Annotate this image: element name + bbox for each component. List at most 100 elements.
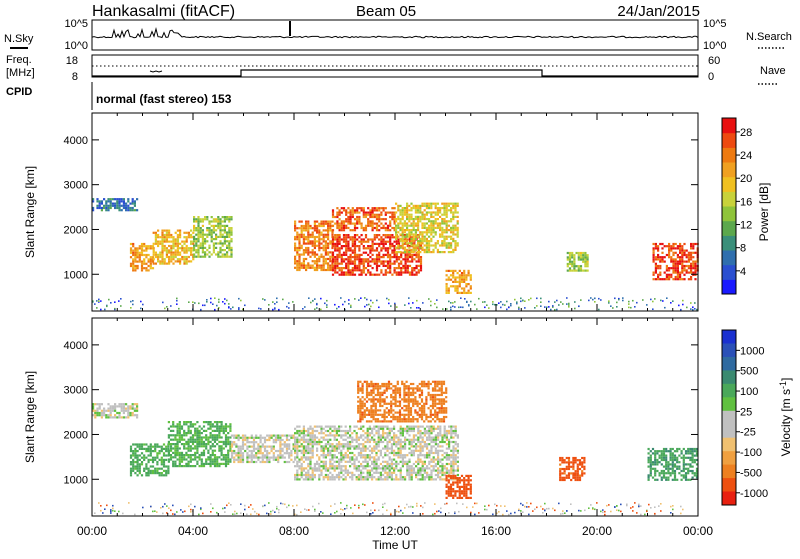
velocity-cell — [411, 470, 413, 472]
velocity-cell — [196, 450, 198, 452]
velocity-cell — [340, 467, 342, 469]
power-cell — [385, 271, 387, 273]
power-cell — [118, 207, 120, 209]
power-cell — [675, 265, 677, 267]
power-cell — [177, 254, 179, 256]
velocity-cell — [345, 472, 347, 474]
power-cell — [327, 258, 329, 260]
power-cell — [400, 263, 402, 265]
power-ground-cell — [552, 305, 554, 307]
power-cell — [395, 220, 397, 222]
velocity-cell — [296, 437, 298, 439]
velocity-cell — [294, 456, 296, 458]
power-cell — [367, 212, 369, 214]
power-cell — [343, 229, 345, 231]
velocity-cell — [378, 478, 380, 480]
power-cell — [134, 203, 136, 205]
power-cell — [405, 265, 407, 267]
power-cell — [402, 218, 404, 220]
power-cell — [657, 256, 659, 258]
power-cell — [448, 287, 450, 289]
velocity-cell — [165, 450, 167, 452]
power-cell — [343, 241, 345, 243]
velocity-cell — [188, 463, 190, 465]
velocity-cell — [384, 472, 386, 474]
power-ground-cell — [230, 308, 232, 310]
power-ground-cell — [484, 307, 486, 309]
power-ground-cell — [142, 304, 144, 306]
power-ground-cell — [504, 304, 506, 306]
power-cell — [341, 271, 343, 273]
power-cell — [428, 247, 430, 249]
power-cell — [197, 229, 199, 231]
freq-unit-label: [MHz] — [6, 67, 35, 79]
power-cell — [421, 211, 423, 213]
velocity-cell — [223, 458, 225, 460]
power-cell — [193, 240, 195, 242]
power-cell — [459, 283, 461, 285]
power-cell — [399, 247, 401, 249]
velocity-cell — [114, 414, 116, 416]
velocity-cell — [183, 458, 185, 460]
power-cell — [363, 265, 365, 267]
power-cell — [430, 211, 432, 213]
velocity-cell — [384, 445, 386, 447]
power-cell — [130, 256, 132, 258]
velocity-cell — [309, 443, 311, 445]
power-cell — [672, 245, 674, 247]
velocity-cell — [380, 474, 382, 476]
power-cell — [190, 254, 192, 256]
velocity-cell — [121, 410, 123, 412]
power-cell — [389, 238, 391, 240]
velocity-cell — [141, 448, 143, 450]
power-cell — [383, 243, 385, 245]
velocity-cell — [391, 472, 393, 474]
velocity-cell — [123, 403, 125, 405]
velocity-cell — [296, 456, 298, 458]
power-cell — [383, 227, 385, 229]
velocity-cell — [378, 430, 380, 432]
power-cell — [172, 263, 174, 265]
power-cell — [387, 241, 389, 243]
power-cell — [208, 231, 210, 233]
power-cell — [418, 269, 420, 271]
velocity-cell — [327, 430, 329, 432]
power-cell — [402, 242, 404, 244]
power-cell — [419, 220, 421, 222]
power-cell — [347, 245, 349, 247]
velocity-cell — [216, 465, 218, 467]
power-cell — [314, 221, 316, 223]
velocity-cell — [446, 434, 448, 436]
velocity-cell — [251, 435, 253, 437]
velocity-cell — [168, 421, 170, 423]
power-cell — [202, 238, 204, 240]
power-cell — [312, 227, 314, 229]
velocity-cell — [397, 478, 399, 480]
power-cell — [332, 254, 334, 256]
power-cell — [408, 225, 410, 227]
power-cell — [296, 247, 298, 249]
velocity-cell — [312, 470, 314, 472]
power-cell — [358, 265, 360, 267]
power-cell — [127, 207, 129, 209]
power-ground-cell — [454, 301, 456, 303]
power-cell — [164, 249, 166, 251]
power-cell — [450, 229, 452, 231]
power-cell — [336, 247, 338, 249]
power-cell — [452, 211, 454, 213]
velocity-cell — [336, 476, 338, 478]
velocity-cell — [428, 437, 430, 439]
velocity-cell — [136, 410, 138, 412]
velocity-cell — [268, 439, 270, 441]
velocity-cell — [303, 439, 305, 441]
power-cell — [134, 205, 136, 207]
power-cell — [426, 222, 428, 224]
power-cell — [341, 256, 343, 258]
power-cell — [350, 260, 352, 262]
power-cell — [457, 285, 459, 287]
power-cell — [197, 231, 199, 233]
power-cell — [672, 272, 674, 274]
power-ground-cell — [568, 306, 570, 308]
power-ground-cell — [132, 304, 134, 306]
velocity-cell — [170, 447, 172, 449]
